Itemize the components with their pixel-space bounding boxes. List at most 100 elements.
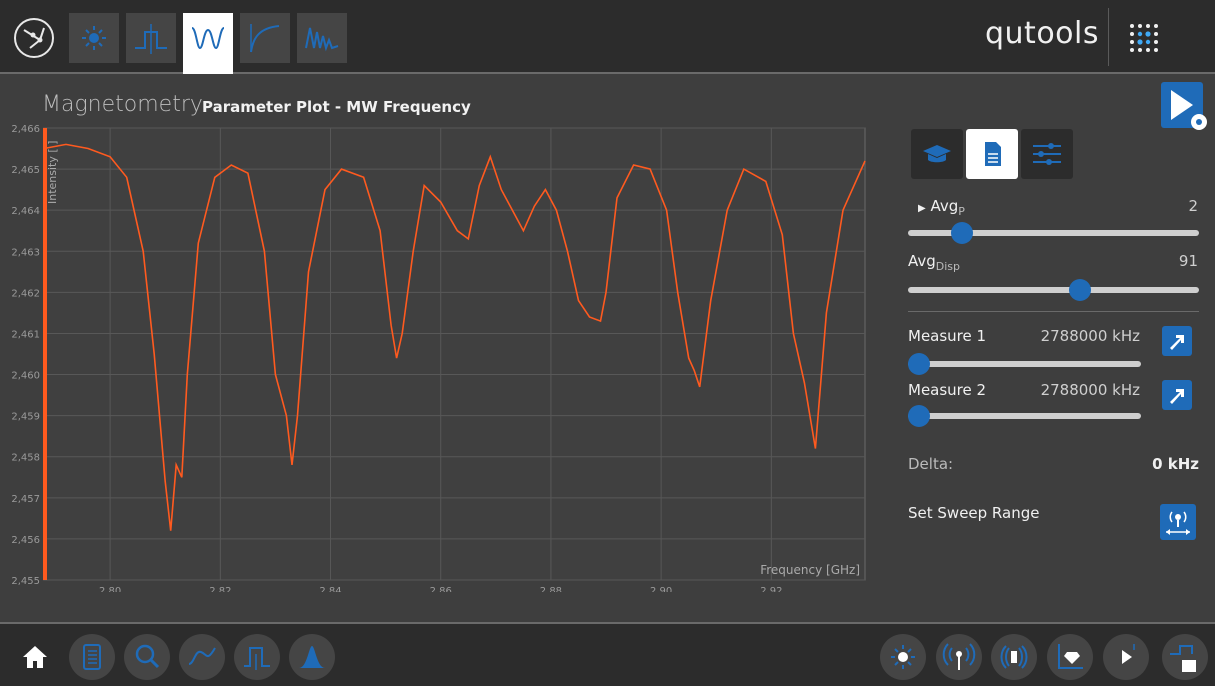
avg-p-slider-thumb[interactable]: [951, 222, 974, 244]
peak-button[interactable]: [289, 634, 335, 680]
home-icon: [23, 646, 47, 668]
measure1-value: 2788000 kHz: [1040, 327, 1140, 345]
avg-disp-label: AvgDisp: [908, 252, 961, 273]
top-bar: qutools: [0, 0, 1215, 74]
play-button[interactable]: [1103, 634, 1149, 680]
y-axis-label: Intensity [ ]: [46, 141, 59, 204]
tab-oscillation[interactable]: [297, 13, 347, 63]
double-dip-icon: [191, 27, 225, 50]
y-tick-label: 2,466: [11, 124, 40, 135]
y-tick-label: 2,459: [11, 412, 40, 423]
search-button[interactable]: [124, 634, 170, 680]
measure1-slider-thumb[interactable]: [908, 353, 930, 375]
avg-p-value: 2: [1188, 197, 1198, 215]
y-tick-label: 2,460: [11, 371, 40, 382]
pulse-block-button[interactable]: [1162, 634, 1208, 680]
antenna-icon: [942, 643, 976, 670]
tutorial-button[interactable]: [911, 129, 963, 179]
decay-curve-icon: [250, 24, 280, 53]
delta-value: 0 kHz: [1152, 455, 1199, 473]
run-settings-button[interactable]: [1161, 82, 1207, 130]
set-sweep-range-button[interactable]: [1160, 504, 1196, 540]
y-tick-label: 2,455: [11, 576, 40, 587]
y-tick-label: 2,458: [11, 453, 40, 464]
pulse-button[interactable]: [234, 634, 280, 680]
pulse-icon: [135, 24, 167, 54]
tab-sun[interactable]: [69, 13, 119, 63]
y-tick-label: 2,457: [11, 494, 40, 505]
page-subtitle: Parameter Plot - MW Frequency: [202, 98, 471, 116]
main-area: Magnetometry Parameter Plot - MW Frequen…: [0, 74, 1215, 622]
dot-grid-icon[interactable]: [1124, 18, 1168, 58]
expand-arrow-icon: [1170, 389, 1184, 404]
avg-p-label[interactable]: ▶ AvgP: [918, 197, 965, 218]
wave-icon: [188, 647, 216, 665]
tab-pulse[interactable]: [126, 13, 176, 63]
x-tick-label: 2.92: [760, 586, 782, 592]
diamond-axis-icon: [1058, 644, 1083, 669]
x-tick-label: 2.82: [209, 586, 231, 592]
avg-disp-slider-thumb[interactable]: [1069, 279, 1092, 301]
expand-triangle-icon: ▶: [918, 203, 926, 214]
antenna-range-icon: [1166, 511, 1190, 535]
avg-p-slider[interactable]: [908, 230, 1199, 236]
y-axis-ticks: 2,455 2,456 2,457 2,458 2,459 2,460 2,461 2,462…: [11, 124, 40, 587]
panel-divider: [908, 311, 1199, 312]
measure1-expand-button[interactable]: [1162, 326, 1192, 356]
y-tick-label: 2,463: [11, 247, 40, 258]
avg-disp-value: 91: [1178, 252, 1198, 270]
delta-label: Delta:: [908, 455, 954, 473]
plot-grid: [44, 127, 865, 581]
avg-disp-slider[interactable]: [908, 287, 1199, 293]
measure1-slider[interactable]: [908, 361, 1141, 367]
diamond-axis-button[interactable]: [1047, 634, 1093, 680]
sun-icon: [891, 645, 915, 669]
pulse-icon: [244, 647, 270, 670]
x-tick-label: 2.80: [99, 586, 121, 592]
document-icon: [985, 142, 1001, 166]
trace-marker-bar: [43, 128, 47, 580]
divider: [1108, 8, 1109, 66]
search-icon: [135, 644, 160, 669]
y-tick-label: 2,456: [11, 535, 40, 546]
play-icon: [1122, 644, 1135, 664]
measure2-slider-thumb[interactable]: [908, 405, 930, 427]
wave-button[interactable]: [179, 634, 225, 680]
settings-sliders-button[interactable]: [1021, 129, 1073, 179]
sliders-icon: [1033, 143, 1061, 165]
coil-icon: [1000, 645, 1028, 669]
measure2-value: 2788000 kHz: [1040, 381, 1140, 399]
y-tick-label: 2,465: [11, 165, 40, 176]
x-tick-label: 2.90: [650, 586, 672, 592]
sun-icon: [82, 26, 106, 50]
frequency-plot[interactable]: 2,455 2,456 2,457 2,458 2,459 2,460 2,461 2,462…: [0, 122, 880, 592]
peak-icon: [299, 646, 325, 668]
oscillation-icon: [305, 27, 339, 52]
x-tick-label: 2.86: [430, 586, 452, 592]
antenna-button[interactable]: [936, 634, 982, 680]
y-tick-label: 2,462: [11, 288, 40, 299]
measure2-slider[interactable]: [908, 413, 1141, 419]
home-button[interactable]: [22, 644, 48, 674]
notebook-icon: [83, 644, 101, 670]
x-axis-ticks: 2.80 2.82 2.84 2.86 2.88 2.90 2.92: [99, 586, 782, 592]
play-gear-icon: [1171, 90, 1207, 130]
network-logo-icon[interactable]: [14, 18, 54, 58]
tab-decay[interactable]: [240, 13, 290, 63]
document-button[interactable]: [966, 129, 1018, 179]
y-tick-label: 2,461: [11, 329, 40, 340]
measure2-expand-button[interactable]: [1162, 380, 1192, 410]
notebook-button[interactable]: [69, 634, 115, 680]
measure2-label: Measure 2: [908, 381, 987, 399]
x-tick-label: 2.84: [319, 586, 341, 592]
plot-area: [43, 127, 866, 581]
bottom-bar: [0, 622, 1215, 686]
tab-double-dip[interactable]: [183, 13, 233, 74]
expand-arrow-icon: [1170, 335, 1184, 350]
measure1-label: Measure 1: [908, 327, 987, 345]
graduation-cap-icon: [923, 145, 951, 163]
x-axis-label: Frequency [GHz]: [760, 563, 860, 577]
sun-button[interactable]: [880, 634, 926, 680]
coil-button[interactable]: [991, 634, 1037, 680]
page-title: Magnetometry: [42, 92, 203, 117]
